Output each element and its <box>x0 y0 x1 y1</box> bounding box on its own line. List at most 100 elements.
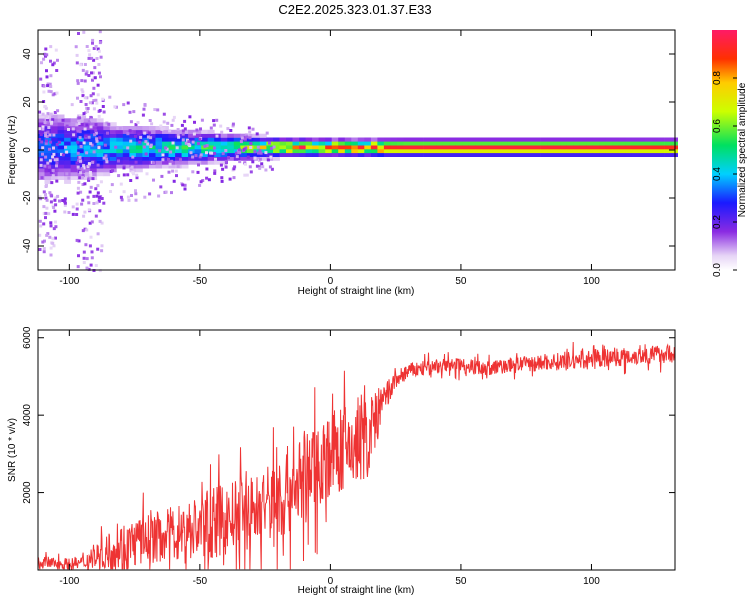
spectrogram-scatter-point <box>49 85 53 88</box>
spectrogram-cell <box>664 141 672 146</box>
spectrogram-scatter-point <box>85 96 89 100</box>
spectrogram-cell <box>344 152 352 157</box>
spectrogram-scatter-point <box>255 164 259 168</box>
spectrogram-scatter-point <box>52 146 55 150</box>
spectrogram-cell <box>410 145 417 150</box>
spectrogram-cell <box>70 164 78 169</box>
spectrogram-scatter-point <box>110 183 114 187</box>
spectrogram-cell <box>370 149 378 154</box>
spectrogram-cell <box>181 137 189 142</box>
spectrogram-cell <box>579 152 587 157</box>
spectrogram-scatter-point <box>87 56 91 60</box>
spectrogram-cell <box>429 149 437 154</box>
spectrogram-scatter-point <box>53 198 57 202</box>
spectrogram-cell <box>631 137 639 142</box>
spectrogram-scatter-point <box>209 126 213 130</box>
spectrogram-scatter-point <box>257 165 261 169</box>
x-tick-label: 50 <box>455 576 467 587</box>
spectrogram-cell <box>273 152 280 157</box>
spectrogram-scatter-point <box>235 151 238 155</box>
spectrogram-scatter-point <box>148 192 152 196</box>
spectrogram-cell <box>135 126 143 131</box>
spectrogram-scatter-point <box>92 150 96 154</box>
spectrogram-cell <box>240 156 248 161</box>
spectrogram-cell <box>658 141 665 146</box>
spectrogram-scatter-point <box>89 94 93 98</box>
spectrogram-x-axis-label: Height of straight line (km) <box>298 286 415 297</box>
spectrogram-cell <box>201 129 209 134</box>
spectrogram-scatter-point <box>97 197 101 201</box>
spectrogram-scatter-point <box>44 169 48 173</box>
spectrogram-scatter-point <box>51 174 55 178</box>
spectrogram-scatter-point <box>63 203 67 207</box>
spectrogram-scatter-point <box>45 135 49 139</box>
spectrogram-scatter-point <box>207 178 211 182</box>
spectrogram-cell <box>220 137 228 142</box>
spectrogram-scatter-point <box>97 199 101 203</box>
spectrogram-scatter-point <box>122 190 126 194</box>
spectrogram-scatter-point <box>106 131 109 135</box>
spectrogram-scatter-point <box>95 194 99 198</box>
spectrogram-scatter-point <box>119 195 123 199</box>
x-tick-label: -50 <box>193 276 208 287</box>
spectrogram-cell <box>109 152 117 157</box>
spectrogram-cell <box>488 141 496 146</box>
spectrogram-scatter-point <box>44 134 48 138</box>
spectrogram-cell <box>135 168 143 173</box>
spectrogram-scatter-point <box>198 183 202 187</box>
spectrogram-cell <box>312 152 319 157</box>
spectrogram-cell <box>77 133 85 138</box>
spectrogram-cell <box>494 145 502 150</box>
spectrogram-cell <box>155 156 163 161</box>
spectrogram-cell <box>109 160 117 165</box>
x-tick-label: 100 <box>583 576 600 587</box>
spectrogram-cell <box>90 122 98 127</box>
spectrogram-cell <box>540 141 548 146</box>
spectrogram-cell <box>201 160 209 165</box>
spectrogram-cell <box>96 156 104 161</box>
spectrogram-cell <box>494 152 502 157</box>
spectrogram-cell <box>188 145 195 150</box>
spectrogram-cell <box>305 137 313 142</box>
spectrogram-scatter-point <box>45 198 49 202</box>
spectrogram-cell <box>618 137 626 142</box>
spectrogram-cell <box>214 156 222 161</box>
spectrogram-scatter-point <box>170 191 173 195</box>
spectrogram-scatter-point <box>257 151 260 155</box>
spectrogram-scatter-point <box>40 140 44 144</box>
spectrogram-cell <box>514 152 522 157</box>
spectrogram-scatter-point <box>96 83 100 87</box>
spectrogram-cell <box>188 137 195 142</box>
spectrogram-cell <box>429 145 437 150</box>
spectrogram-scatter-point <box>142 107 146 111</box>
spectrogram-scatter-point <box>97 49 101 53</box>
colorbar-tick-label: 0.4 <box>712 167 723 181</box>
spectrogram-cell <box>370 141 378 146</box>
spectrogram-scatter-point <box>39 197 43 201</box>
spectrogram-scatter-point <box>45 233 49 237</box>
spectrogram-scatter-point <box>56 194 60 198</box>
spectrogram-scatter-point <box>152 161 155 165</box>
spectrogram-cell <box>116 141 124 146</box>
spectrogram-scatter-point <box>61 118 65 122</box>
spectrogram-cell <box>344 137 352 142</box>
snr-frame <box>37 329 676 571</box>
spectrogram-cell <box>109 133 117 138</box>
spectrogram-scatter-point <box>49 221 53 225</box>
spectrogram-cell <box>83 152 91 157</box>
spectrogram-cell <box>207 145 215 150</box>
spectrogram-scatter-point <box>94 264 98 267</box>
spectrogram-scatter-point <box>201 179 205 182</box>
spectrogram-cell <box>566 149 574 154</box>
spectrogram-scatter-point <box>67 211 71 214</box>
spectrogram-scatter-point <box>48 133 52 137</box>
spectrogram-scatter-point <box>90 250 94 254</box>
spectrogram-scatter-point <box>94 98 98 102</box>
spectrogram-cell <box>638 145 646 150</box>
spectrogram-scatter-point <box>248 165 252 169</box>
spectrogram-cell <box>149 141 156 146</box>
spectrogram-scatter-point <box>90 256 94 260</box>
spectrogram-scatter-point <box>87 201 91 205</box>
spectrogram-cell <box>51 172 58 177</box>
spectrogram-cell <box>259 133 267 138</box>
